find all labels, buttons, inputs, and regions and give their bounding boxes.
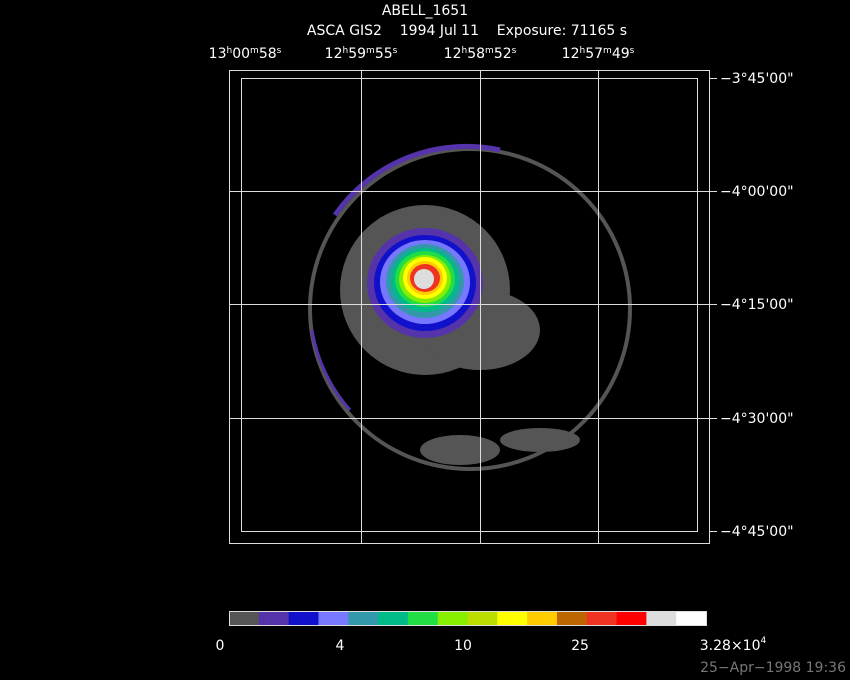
colorbar-segment [646,611,677,625]
dec-label: −4°15'00" [720,297,794,313]
colorbar-label: 25 [571,638,589,654]
xray-image [308,143,632,471]
value: 52 [494,46,512,62]
colorbar-segment [527,611,558,625]
detector-rim [308,147,632,471]
rim-edge [310,329,352,411]
colorbar-segment [348,611,379,625]
unit: s [393,46,398,56]
colorbar-label: 0 [216,638,225,654]
colorbar-segment [467,611,498,625]
colorbar-label: 10 [454,638,472,654]
colorbar-frame [229,611,707,626]
colorbar-label: 4 [336,638,345,654]
ra-labels: 13h00m58s 12h59m55s 12h58m52s 12h57m49s [209,46,635,62]
dec-label: −4°00'00" [720,184,794,200]
ra-label: 12h59m55s [325,46,398,62]
unit: h [461,46,467,56]
dec-label: −3°45'00" [720,71,794,87]
exponent: 4 [760,636,766,646]
colorbar-labels: 0 4 10 25 3.28×104 [216,636,767,654]
value: 12 [325,46,343,62]
ra-label: 12h58m52s [444,46,517,62]
unit: m [485,46,494,56]
dec-label: −4°30'00" [720,411,794,427]
unit: m [603,46,612,56]
unit: m [366,46,375,56]
plot-frame [229,70,710,544]
colorbar-segment [437,611,468,625]
unit: h [342,46,348,56]
value: 0 [216,638,225,654]
contour [414,269,434,289]
value: 57 [585,46,603,62]
colorbar [229,611,707,626]
title: ABELL_1651 [382,3,468,19]
ra-label: 12h57m49s [562,46,635,62]
value: 49 [612,46,630,62]
colorbar-segment [676,611,707,625]
value: 58 [467,46,485,62]
unit: h [226,46,232,56]
colorbar-segment [229,611,260,625]
rim-blob [420,435,500,465]
unit: s [277,46,282,56]
unit: h [579,46,585,56]
rim-blob [500,428,580,452]
unit: s [630,46,635,56]
value: 25 [571,638,589,654]
value: 58 [259,46,277,62]
value: 12 [444,46,462,62]
value: 10 [454,638,472,654]
dec-labels: −3°45'00" −4°00'00" −4°15'00" −4°30'00" −4°4… [709,71,794,540]
colorbar-segment [586,611,618,625]
ra-label: 13h00m58s [209,46,282,62]
dec-label: −4°45'00" [720,524,794,540]
colorbar-segment [497,611,528,625]
value: 59 [348,46,366,62]
colorbar-segment [378,611,409,625]
value: 55 [375,46,393,62]
value: 3.28×10 [700,638,761,654]
colorbar-segment [616,611,647,625]
timestamp: 25−Apr−1998 19:36 [700,660,846,676]
subtitle: ASCA GIS2 1994 Jul 11 Exposure: 71165 s [307,23,627,39]
colorbar-segment [556,611,588,625]
colorbar-segment [318,611,349,625]
value: 00 [232,46,250,62]
colorbar-segment [258,611,290,625]
value: 12 [562,46,580,62]
value: 4 [336,638,345,654]
colorbar-segment [407,611,439,625]
unit: s [512,46,517,56]
value: 13 [209,46,227,62]
colorbar-segment [288,611,319,625]
colorbar-label: 3.28×104 [700,636,767,654]
rim-edge [332,143,501,217]
unit: m [250,46,259,56]
